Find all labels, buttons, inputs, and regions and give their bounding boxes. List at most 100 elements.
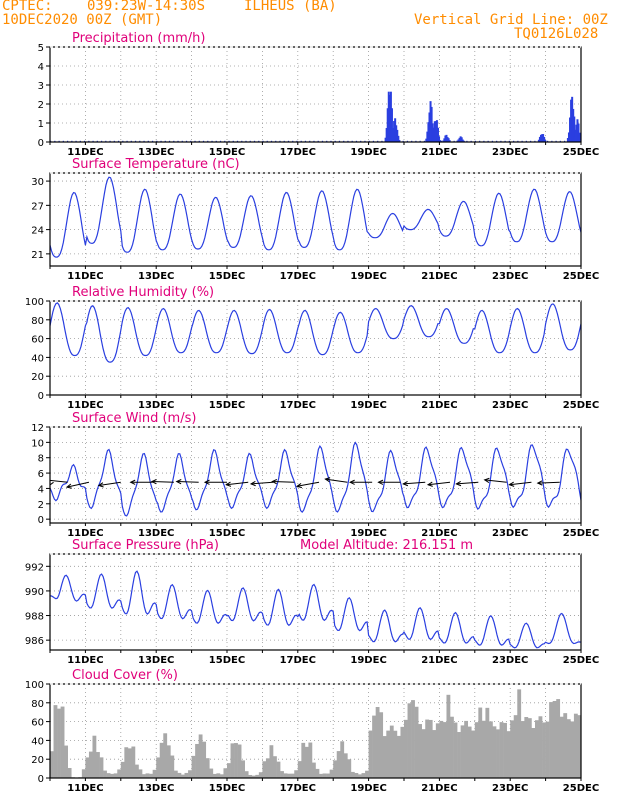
cloud-bar <box>372 715 376 778</box>
cloud-bar <box>85 757 90 778</box>
x-tick-label: 19DEC <box>350 147 386 158</box>
cloud-bar <box>202 741 207 778</box>
precip-bar <box>571 96 574 142</box>
cloud-bar <box>326 773 330 778</box>
precip-bar <box>393 121 396 142</box>
cloud-bar <box>212 773 217 778</box>
precip-bar <box>444 135 447 142</box>
cloud-bar <box>499 722 504 778</box>
precip-bar <box>390 108 393 142</box>
cloud-bar <box>333 760 338 778</box>
x-tick-label: 25DEC <box>563 528 599 539</box>
wind-arrowhead <box>65 483 72 489</box>
x-tick-label: 13DEC <box>138 528 174 539</box>
precip-bar <box>541 134 544 142</box>
x-tick-label: 11DEC <box>67 271 103 282</box>
cloud-bar <box>407 703 412 778</box>
precip-trace <box>71 140 73 142</box>
wind-vector <box>151 480 174 483</box>
precip-bar <box>396 129 399 142</box>
x-tick-label: 13DEC <box>138 271 174 282</box>
wind-vector <box>456 481 479 485</box>
cloud-bar <box>219 774 224 778</box>
precip-trace <box>572 140 574 142</box>
precip-bar <box>384 137 387 142</box>
cloud-bar <box>145 773 150 778</box>
cloud-bar <box>531 727 536 778</box>
wind-arrowhead <box>97 482 104 488</box>
cloud-bar <box>322 773 327 778</box>
cloud-bar <box>117 769 122 778</box>
cloud-bar <box>138 769 143 778</box>
precip-bar <box>433 121 436 142</box>
cloud-bar <box>457 732 461 778</box>
precip-trace <box>377 140 379 142</box>
precip-trace <box>326 140 328 142</box>
precip-trace <box>491 140 493 142</box>
cloud-bar <box>195 743 199 778</box>
cloud-bar <box>142 774 146 778</box>
x-tick-label: 21DEC <box>421 783 457 794</box>
precip-trace <box>313 140 315 142</box>
cloud-bar <box>347 759 352 778</box>
cloud-bar <box>464 720 469 778</box>
precip-bar <box>573 136 576 142</box>
x-tick-label: 15DEC <box>209 655 245 666</box>
y-tick-label: 40 <box>31 736 44 747</box>
precip-bar <box>397 135 400 142</box>
precip-trace <box>279 140 281 142</box>
cloud-bar <box>368 730 373 778</box>
x-tick-label: 15DEC <box>209 400 245 411</box>
precip-bar <box>575 124 578 142</box>
cloud-bar <box>248 774 253 778</box>
precip-trace <box>483 140 485 142</box>
precip-trace <box>96 140 98 142</box>
cloud-bar <box>152 769 157 778</box>
cloud-bar <box>542 722 546 778</box>
precip-trace <box>309 140 311 142</box>
cloud-bar <box>50 751 54 778</box>
panel-4: 986 988 990 992 11DEC 13DEC 15DEC 17DEC 19DEC 21D… <box>25 538 599 666</box>
precip-trace <box>54 140 56 142</box>
precip-trace <box>347 140 349 142</box>
cloud-bar <box>329 769 334 778</box>
wind-vector <box>272 480 295 483</box>
precip-bar <box>462 140 465 142</box>
precip-trace <box>304 140 307 142</box>
precip-bar <box>425 138 428 142</box>
cloud-bar <box>188 770 192 778</box>
wind-arrowhead <box>295 482 302 489</box>
precip-bar <box>426 131 429 142</box>
y-tick-label: 4 <box>38 484 44 495</box>
x-tick-label: 13DEC <box>138 783 174 794</box>
y-tick-label: 100 <box>25 297 44 308</box>
precip-trace <box>219 140 222 142</box>
panel-title: Surface Wind (m/s) <box>72 411 196 426</box>
precip-trace <box>232 140 234 142</box>
precip-bar <box>577 123 580 142</box>
wind-vector <box>537 481 560 484</box>
x-tick-label: 13DEC <box>138 147 174 158</box>
precip-trace <box>547 140 549 142</box>
wind-vector <box>403 481 426 485</box>
precip-trace <box>521 140 523 142</box>
precip-trace <box>211 140 213 142</box>
cloud-bar <box>205 758 210 778</box>
x-tick-label: 19DEC <box>350 528 386 539</box>
cloud-bar <box>124 747 129 778</box>
cloud-bar <box>159 742 164 778</box>
cloud-bar <box>361 773 366 778</box>
x-tick-label: 15DEC <box>209 783 245 794</box>
precip-trace <box>262 140 264 142</box>
cloud-bar <box>386 730 391 778</box>
precip-trace <box>185 140 188 142</box>
cloud-bar <box>294 770 299 778</box>
cloud-bar <box>131 746 136 778</box>
precip-trace <box>126 140 128 142</box>
cloud-bar <box>251 775 256 778</box>
cloud-bar <box>552 700 557 778</box>
x-tick-label: 23DEC <box>492 655 528 666</box>
y-tick-label: 10 <box>31 438 44 449</box>
cloud-bar <box>283 773 288 778</box>
